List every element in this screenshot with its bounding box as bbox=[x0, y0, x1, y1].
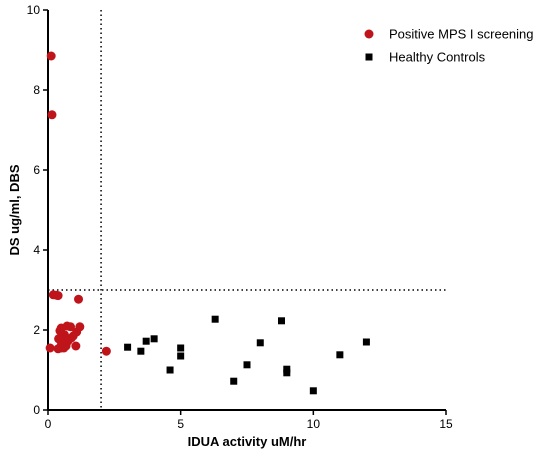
positive-mps-point bbox=[72, 327, 82, 337]
x-axis-ticks: 0 5 10 15 bbox=[45, 410, 453, 431]
healthy-control-point bbox=[283, 369, 291, 377]
legend-label-healthy-controls: Healthy Controls bbox=[389, 50, 486, 65]
x-tick-label: 5 bbox=[177, 417, 184, 431]
y-tick-label: 0 bbox=[33, 403, 40, 417]
legend-label-positive-mps: Positive MPS I screening bbox=[389, 27, 534, 42]
positive-mps-point bbox=[71, 341, 81, 351]
legend: Positive MPS I screening Healthy Control… bbox=[364, 27, 534, 65]
y-axis-ticks: 0 2 4 6 8 10 bbox=[27, 3, 48, 417]
healthy-control-point bbox=[150, 335, 158, 343]
x-tick-label: 15 bbox=[439, 417, 453, 431]
y-axis-label: DS ug/ml, DBS bbox=[7, 164, 22, 255]
positive-mps-point bbox=[59, 343, 69, 353]
healthy-control-point bbox=[283, 365, 291, 373]
healthy-control-point bbox=[142, 337, 150, 345]
healthy-control-point bbox=[256, 339, 264, 347]
positive-mps-point bbox=[47, 110, 57, 120]
y-tick-label: 2 bbox=[33, 323, 40, 337]
y-tick-label: 6 bbox=[33, 163, 40, 177]
healthy-control-point bbox=[230, 377, 238, 385]
healthy-control-point bbox=[137, 347, 145, 355]
positive-mps-point bbox=[66, 322, 76, 332]
x-tick-label: 0 bbox=[45, 417, 52, 431]
positive-mps-point bbox=[101, 346, 111, 356]
healthy-control-point bbox=[277, 317, 285, 325]
axes bbox=[47, 10, 446, 411]
x-axis-label: IDUA activity uM/hr bbox=[188, 434, 307, 449]
healthy-control-point bbox=[336, 351, 344, 359]
healthy-control-point bbox=[309, 387, 317, 395]
positive-mps-point bbox=[53, 291, 63, 301]
positive-mps-point bbox=[66, 333, 76, 343]
healthy-control-point bbox=[362, 338, 370, 346]
legend-square-marker bbox=[365, 53, 373, 61]
y-tick-label: 8 bbox=[33, 83, 40, 97]
healthy-control-point bbox=[243, 361, 251, 369]
reference-lines bbox=[48, 10, 446, 410]
data-points bbox=[45, 51, 370, 395]
legend-item-positive-mps: Positive MPS I screening bbox=[364, 27, 534, 42]
positive-mps-point bbox=[45, 343, 55, 353]
healthy-control-point bbox=[177, 352, 185, 360]
positive-mps-point bbox=[46, 51, 56, 61]
positive-mps-point bbox=[74, 294, 84, 304]
x-tick-label: 10 bbox=[307, 417, 321, 431]
healthy-control-point bbox=[124, 343, 132, 351]
legend-item-healthy-controls: Healthy Controls bbox=[365, 50, 486, 65]
healthy-control-point bbox=[211, 315, 219, 323]
y-tick-label: 10 bbox=[27, 3, 41, 17]
y-tick-label: 4 bbox=[33, 243, 40, 257]
legend-circle-marker bbox=[364, 29, 374, 39]
healthy-control-point bbox=[166, 366, 174, 374]
healthy-control-point bbox=[177, 344, 185, 352]
